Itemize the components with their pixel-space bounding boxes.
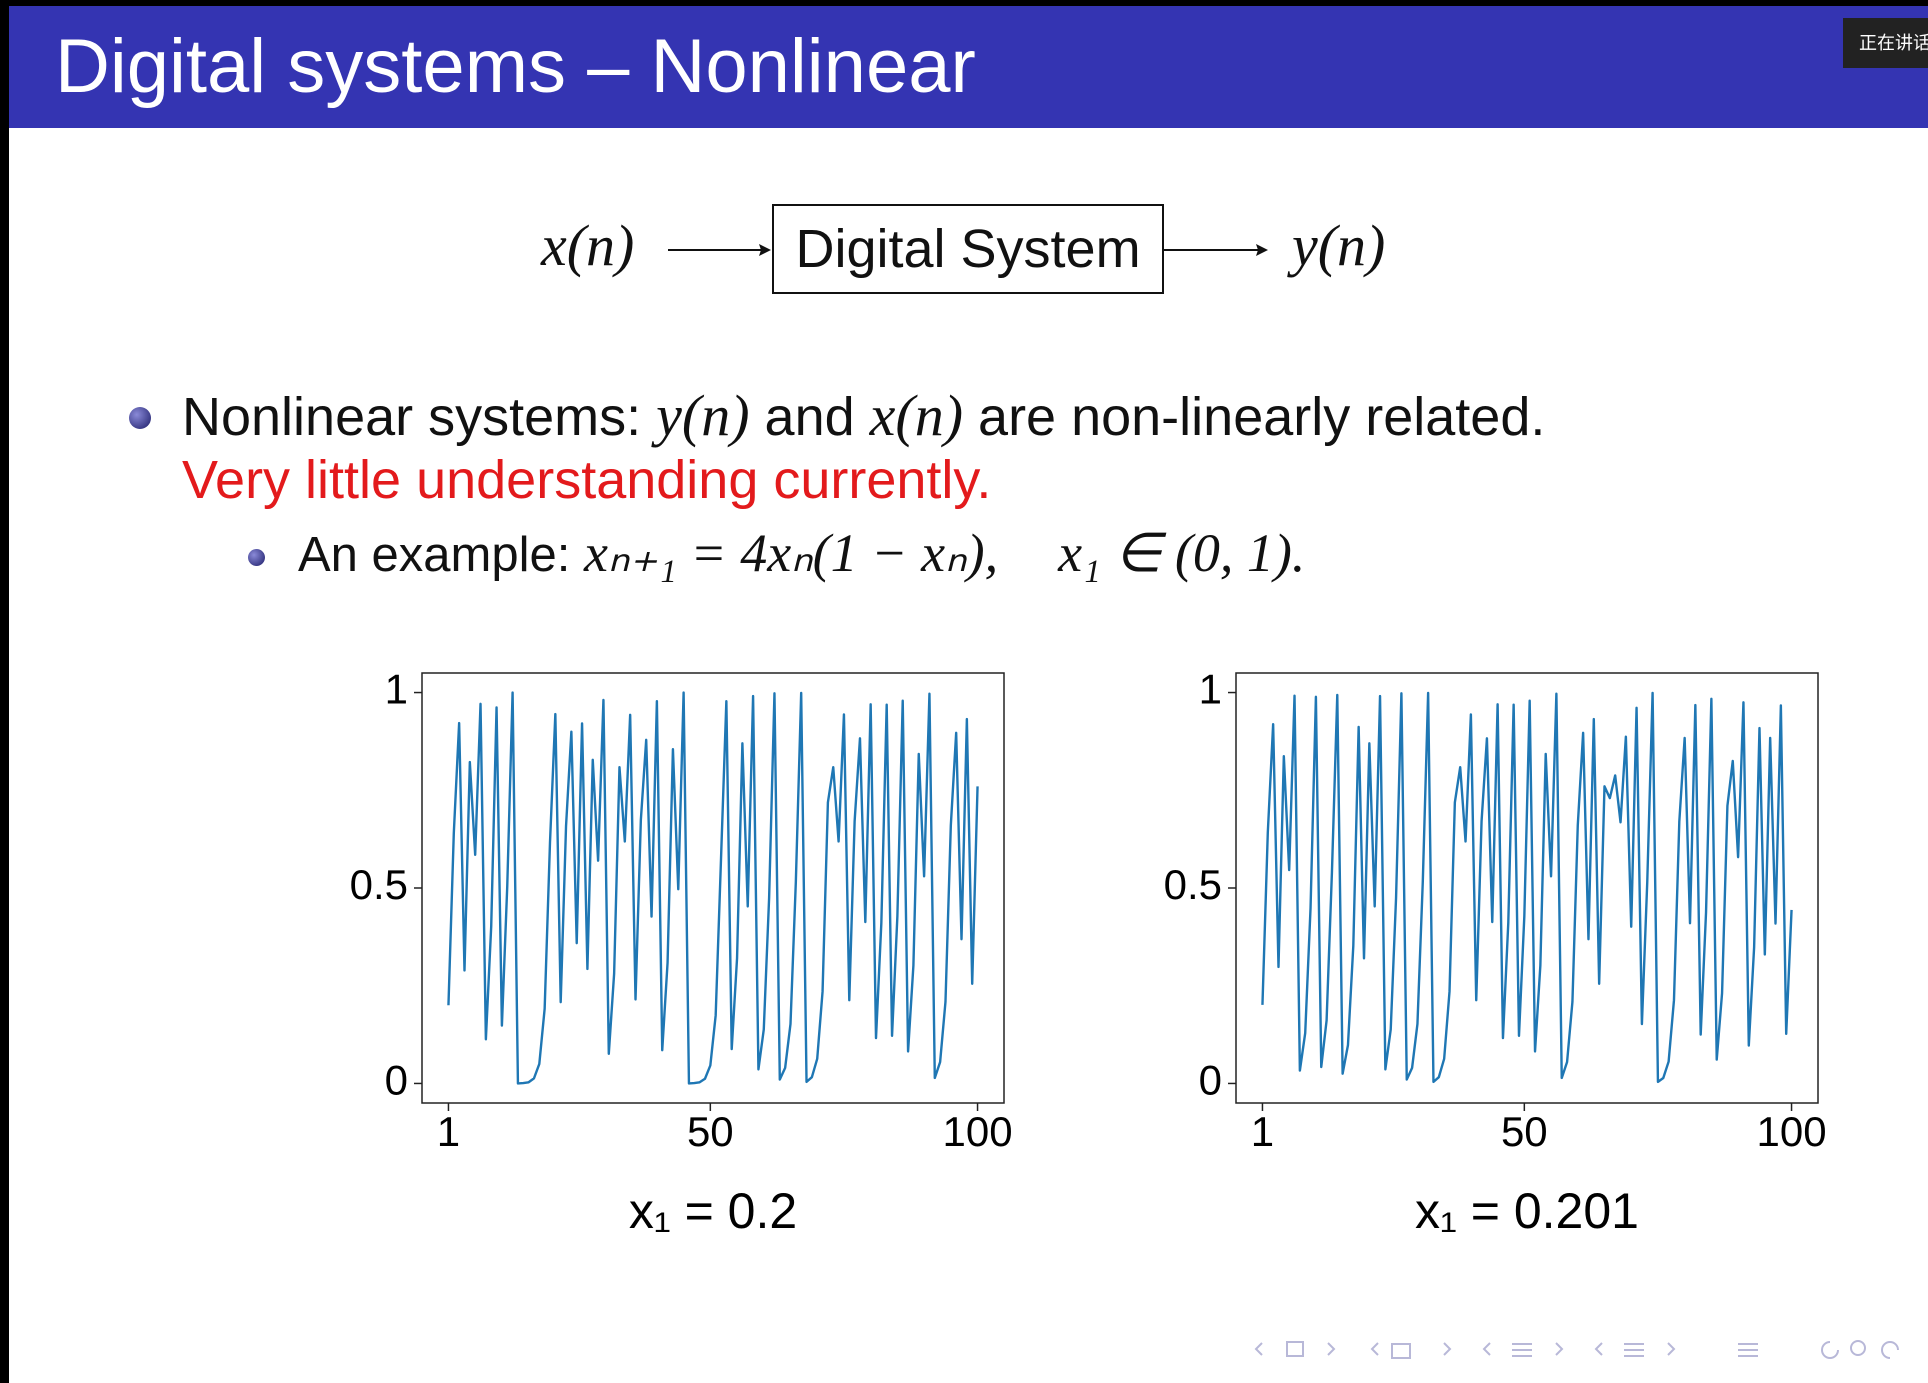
- diagram-block: Digital System: [772, 204, 1164, 294]
- x-axis-caption: x₁ = 0.201: [1415, 1183, 1639, 1239]
- x-tick-label: 100: [943, 1108, 1013, 1155]
- diagram-output: y(n): [1292, 213, 1386, 278]
- header-bar: [9, 6, 1928, 128]
- x-tick-label: 50: [1501, 1108, 1548, 1155]
- x-tick-label: 100: [1757, 1108, 1827, 1155]
- diagram-input: x(n): [541, 213, 635, 278]
- frame-left: [0, 0, 9, 1383]
- bullet-note: Very little understanding currently.: [182, 450, 992, 510]
- formula: xₙ₊₁ = 4xₙ(1 − xₙ),: [584, 523, 999, 583]
- speaking-badge: 正在讲话: [1843, 18, 1928, 68]
- bullet-math: x(n): [869, 383, 964, 448]
- data-line: [447, 691, 979, 1085]
- sub-bullet-line: An example: xₙ₊₁ = 4xₙ(1 − xₙ), x₁ ∈ (0, …: [298, 522, 1305, 586]
- x-tick-label: 1: [437, 1108, 460, 1155]
- bullet-dot: [129, 407, 151, 429]
- y-tick-label: 1: [385, 666, 408, 713]
- bullet-line: Nonlinear systems: y(n) and x(n) are non…: [182, 383, 1545, 450]
- bullet-text: Nonlinear systems:: [182, 387, 657, 447]
- y-tick-label: 0: [385, 1057, 408, 1104]
- slide-title: Digital systems – Nonlinear: [55, 24, 976, 109]
- plot-frame: [1235, 672, 1819, 1104]
- bullet-text: and: [749, 387, 870, 447]
- bullet-text: are non-linearly related.: [963, 387, 1546, 447]
- formula-condition: x₁ ∈ (0, 1).: [1058, 523, 1306, 583]
- y-tick-label: 0.5: [350, 861, 408, 908]
- y-tick-label: 0.5: [1164, 861, 1222, 908]
- x-tick-label: 1: [1251, 1108, 1274, 1155]
- y-tick-label: 0: [1199, 1057, 1222, 1104]
- frame-top: [0, 0, 1928, 6]
- bullet-math: y(n): [656, 383, 750, 448]
- sub-bullet-dot: [248, 549, 265, 566]
- sub-bullet-label: An example:: [298, 528, 584, 582]
- y-tick-label: 1: [1199, 666, 1222, 713]
- x-tick-label: 50: [687, 1108, 734, 1155]
- x-axis-caption: x₁ = 0.2: [629, 1183, 797, 1239]
- data-line: [1261, 691, 1793, 1084]
